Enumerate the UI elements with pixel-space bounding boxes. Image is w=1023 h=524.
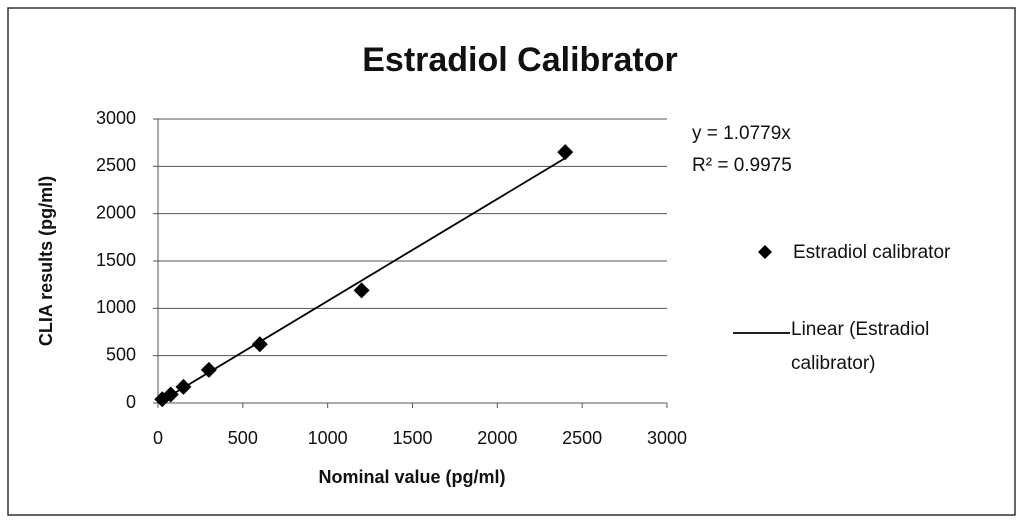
x-tick-label: 2000	[477, 428, 517, 448]
x-tick-label: 3000	[647, 428, 687, 448]
y-tick-label: 2500	[96, 155, 136, 175]
x-tick-label: 2500	[562, 428, 602, 448]
y-tick-label: 2000	[96, 202, 136, 222]
y-tick-label: 3000	[96, 108, 136, 128]
x-tick-label: 500	[228, 428, 258, 448]
data-point	[251, 336, 268, 353]
data-point	[200, 361, 217, 378]
legend-item: Linear (Estradiol calibrator)	[791, 319, 930, 374]
trendline-equation: y = 1.0779x	[692, 123, 791, 144]
y-tick-label: 0	[126, 392, 136, 412]
legend-label: Linear (Estradiol calibrator)	[791, 319, 930, 374]
x-tick-label: 0	[153, 428, 163, 448]
trendline-r-squared: R² = 0.9975	[692, 155, 792, 176]
y-tick-label: 1500	[96, 250, 136, 270]
x-axis-label: Nominal value (pg/ml)	[318, 467, 505, 487]
data-point	[175, 378, 192, 395]
y-tick-label: 1000	[96, 297, 136, 317]
y-tick-label: 500	[106, 344, 136, 364]
chart-title: Estradiol Calibrator	[362, 41, 678, 79]
data-point	[557, 144, 574, 161]
data-point	[353, 282, 370, 299]
legend-marker	[758, 245, 772, 259]
x-tick-label: 1000	[308, 428, 348, 448]
x-tick-label: 1500	[392, 428, 432, 448]
trendline	[157, 157, 566, 404]
legend-label: Estradiol calibrator	[793, 242, 951, 263]
y-axis-label: CLIA results (pg/ml)	[36, 176, 56, 346]
data-point	[162, 386, 179, 403]
